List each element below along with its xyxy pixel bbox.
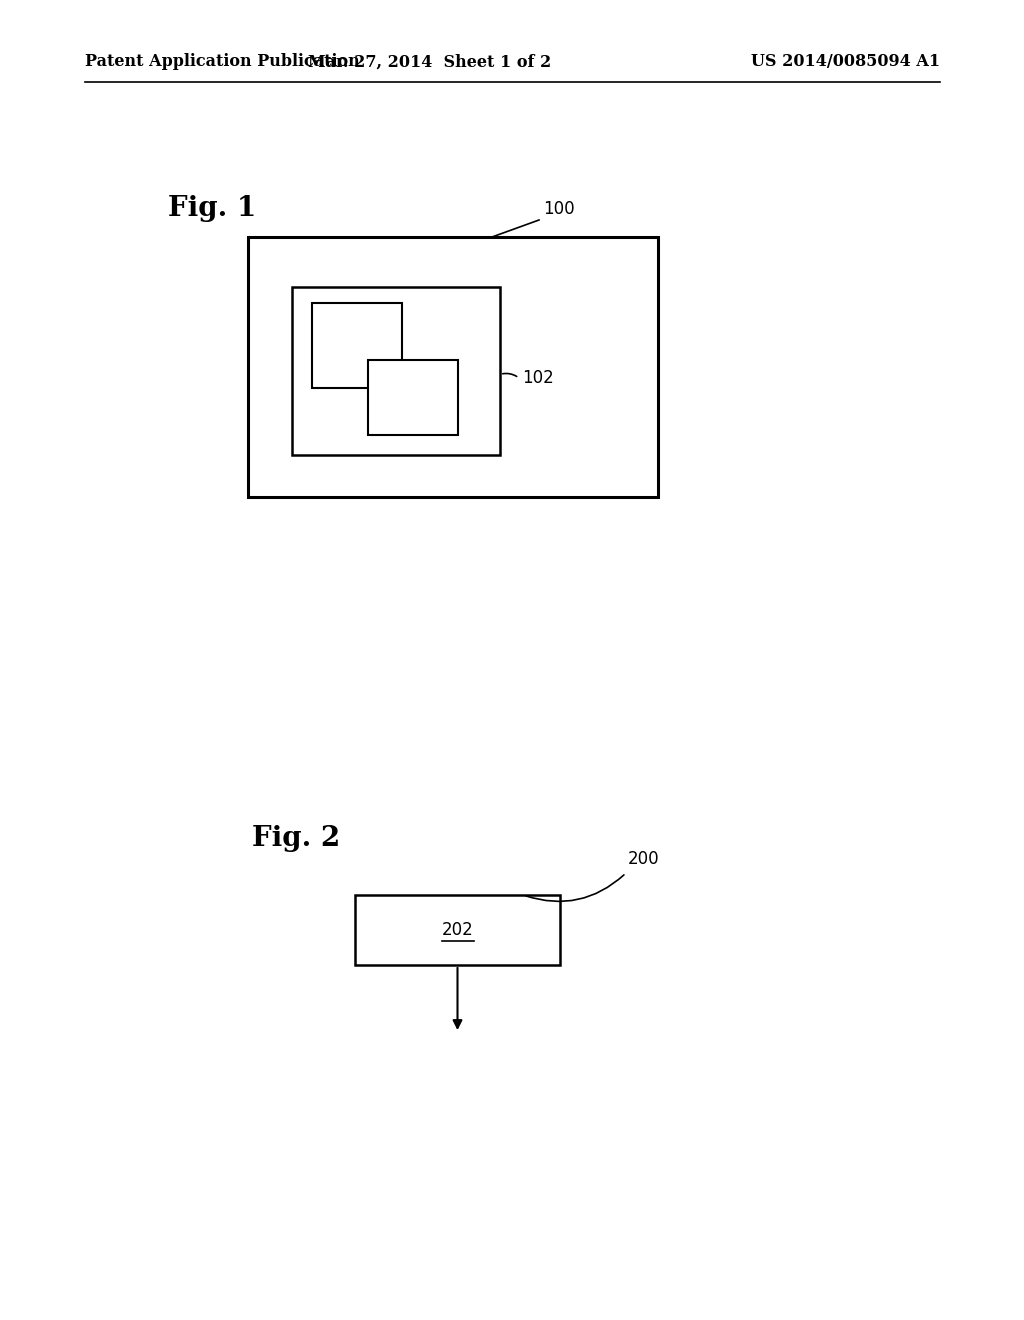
Text: 200: 200 <box>628 850 659 869</box>
Text: US 2014/0085094 A1: US 2014/0085094 A1 <box>751 54 940 70</box>
Bar <box>312 304 402 388</box>
Text: 102: 102 <box>522 370 554 387</box>
Text: Mar. 27, 2014  Sheet 1 of 2: Mar. 27, 2014 Sheet 1 of 2 <box>308 54 552 70</box>
Bar <box>355 895 560 965</box>
Text: 104: 104 <box>341 337 373 355</box>
Bar <box>248 238 658 498</box>
Bar <box>368 360 458 436</box>
Text: 106: 106 <box>397 388 429 407</box>
Text: 100: 100 <box>543 201 574 218</box>
Text: Patent Application Publication: Patent Application Publication <box>85 54 359 70</box>
Text: Fig. 2: Fig. 2 <box>252 825 340 851</box>
Text: 202: 202 <box>441 921 473 939</box>
Text: Fig. 1: Fig. 1 <box>168 195 256 222</box>
Bar <box>292 286 500 455</box>
